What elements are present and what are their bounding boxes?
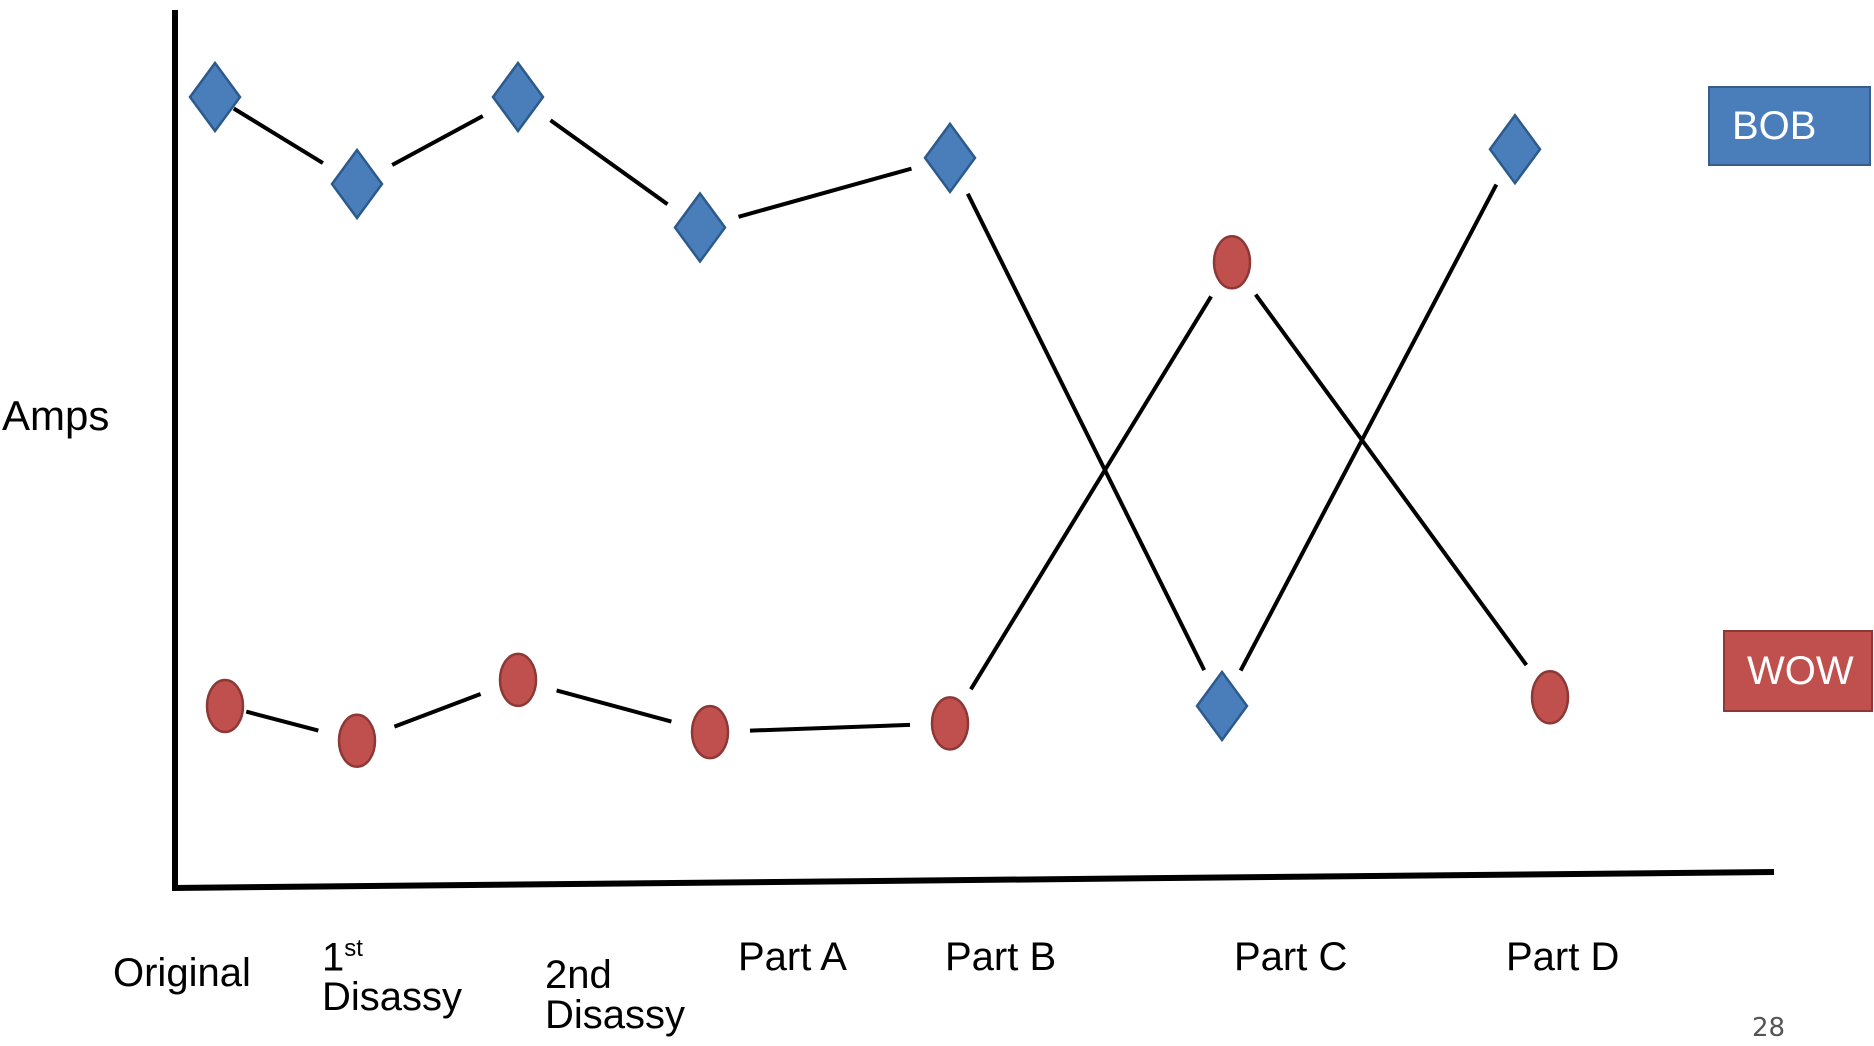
- y-axis-label: Amps: [2, 392, 110, 439]
- legend-bob-label: BOB: [1732, 103, 1817, 148]
- wow-segment-1: [245, 709, 319, 733]
- x-axis: [171, 869, 1775, 891]
- x-tick-part-c: Part C: [1234, 935, 1348, 979]
- wow-point-part-d: [1530, 670, 1570, 725]
- bob-point-original: [188, 60, 242, 134]
- series-lines: [232, 106, 1529, 733]
- wow-point-1st-disassy: [337, 713, 377, 769]
- bob-segment-4: [737, 166, 913, 219]
- bob-segment-2: [391, 114, 484, 167]
- page-number: 28: [1752, 1013, 1786, 1043]
- wow-point-part-b: [930, 696, 970, 751]
- wow-segment-5: [969, 295, 1213, 691]
- wow-segment-6: [1253, 293, 1529, 667]
- series-markers: [188, 60, 1570, 769]
- x-tick-part-b: Part B: [945, 935, 1057, 979]
- bob-segment-6: [1238, 183, 1499, 672]
- bob-point-2nd-disassy: [491, 60, 545, 134]
- wow-segment-3: [556, 688, 672, 724]
- wow-point-part-a: [690, 704, 730, 760]
- legend-bob: BOB: [1708, 86, 1871, 166]
- wow-segment-2: [393, 692, 482, 729]
- wow-point-2nd-disassy: [498, 652, 538, 708]
- wow-point-part-c: [1212, 235, 1252, 290]
- wow-point-original: [205, 678, 245, 734]
- bob-segment-1: [232, 106, 324, 165]
- legend-wow-label: WOW: [1747, 648, 1854, 693]
- x-tick-1st-disassy: 1st Disassy: [322, 935, 463, 1020]
- legend-wow: WOW: [1723, 630, 1873, 712]
- bob-point-1st-disassy: [330, 147, 384, 221]
- x-tick-part-a: Part A: [738, 935, 847, 979]
- x-tick-part-d: Part D: [1506, 935, 1620, 979]
- bob-point-part-c: [1195, 669, 1249, 743]
- axes: [171, 10, 1775, 891]
- bob-point-part-a: [673, 191, 727, 264]
- bob-point-part-d: [1488, 113, 1542, 186]
- bob-point-part-b: [923, 121, 977, 195]
- x-tick-2nd-disassy: 2nd Disassy: [545, 953, 686, 1037]
- bob-segment-5: [965, 192, 1207, 672]
- x-tick-original: Original: [113, 951, 251, 995]
- wow-segment-4: [749, 722, 911, 733]
- bob-segment-3: [549, 118, 669, 206]
